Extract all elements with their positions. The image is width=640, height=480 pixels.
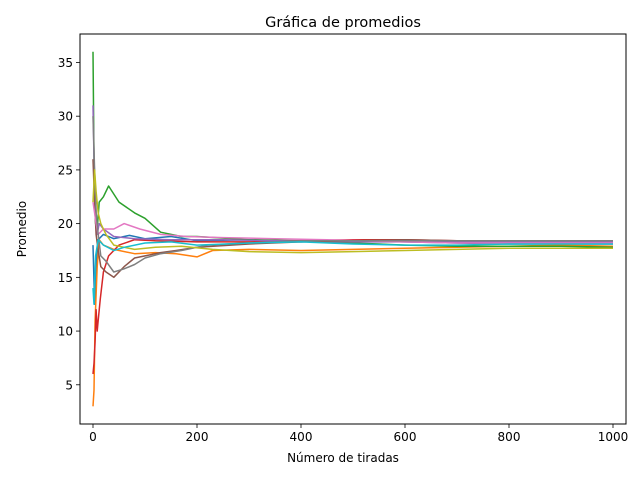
y-tick-label-3: 20 [58, 217, 73, 231]
y-tick-label-0: 5 [65, 378, 73, 392]
y-tick-label-5: 30 [58, 110, 73, 124]
chart-title: Gráfica de promedios [265, 15, 421, 31]
series-line-6 [92, 159, 613, 279]
y-tick-label-4: 25 [58, 163, 73, 177]
series-line-4 [92, 238, 614, 375]
y-tick-label-2: 15 [58, 271, 73, 285]
series-line-5 [92, 105, 613, 243]
x-tick-label-5: 1000 [598, 430, 629, 444]
series-layer [92, 51, 614, 407]
x-axis-label: Número de tiradas [287, 451, 399, 465]
series-line-1 [92, 233, 613, 305]
series-line-9 [92, 169, 613, 254]
y-tick-label-6: 35 [58, 56, 73, 70]
y-axis-label: Promedio [15, 201, 29, 257]
x-tick-label-0: 0 [89, 430, 97, 444]
x-axis: 0 200 400 600 800 1000 [89, 424, 628, 444]
series-line-2 [92, 238, 614, 407]
series-line-3 [92, 51, 614, 249]
x-tick-label-3: 600 [394, 430, 417, 444]
plot-frame [79, 33, 627, 425]
x-tick-label-4: 800 [498, 430, 521, 444]
x-tick-label-1: 200 [186, 430, 209, 444]
y-axis: 5 10 15 20 25 30 35 [58, 56, 80, 392]
x-tick-label-2: 400 [290, 430, 313, 444]
series-line-10 [92, 238, 613, 305]
y-tick-label-1: 10 [58, 325, 73, 339]
